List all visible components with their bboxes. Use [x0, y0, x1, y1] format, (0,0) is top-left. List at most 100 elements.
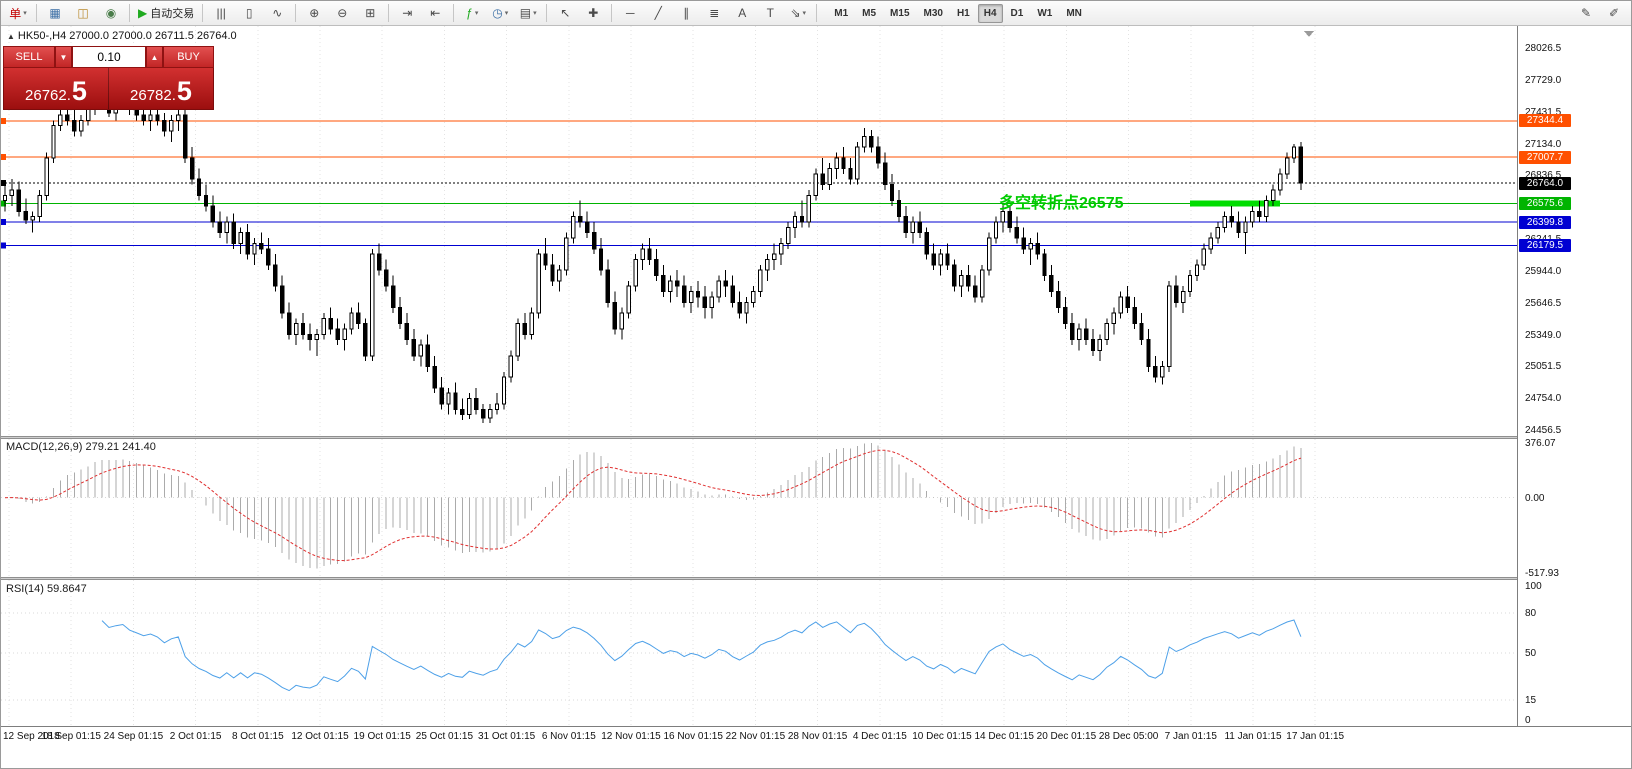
- autotrading-button[interactable]: ▶ 自动交易: [138, 6, 195, 20]
- buy-price-main: 26782.: [130, 87, 176, 104]
- candle-body: [751, 291, 756, 303]
- candle-body: [668, 280, 673, 293]
- candle-body: [1243, 221, 1248, 234]
- price-tick-label: 27729.0: [1525, 74, 1562, 86]
- candle-body: [383, 269, 389, 287]
- candle-body: [577, 216, 583, 223]
- candlestick-chart-icon[interactable]: ▯: [245, 6, 253, 20]
- time-axis[interactable]: 12 Sep 2018 18 Sep 01:15 24 Sep 01:15 2 Oct…: [1, 726, 1631, 746]
- time-tick-label: 12 Nov 01:15: [601, 731, 661, 742]
- tile-windows-icon[interactable]: ⊞: [365, 6, 376, 20]
- candle-body: [1000, 210, 1006, 223]
- rsi-panel-splitter[interactable]: [1, 577, 1517, 580]
- macd-panel-splitter[interactable]: [1, 436, 1517, 439]
- candle-body: [342, 328, 347, 341]
- chart-shift-icon[interactable]: ⇤: [430, 6, 441, 20]
- auto-scroll-icon[interactable]: ⇥: [402, 6, 413, 20]
- candle-body: [1042, 253, 1047, 277]
- text-icon[interactable]: A: [738, 6, 747, 20]
- buy-price[interactable]: 26782. 5: [109, 68, 213, 109]
- macd-canvas[interactable]: [1, 439, 1517, 577]
- price-tick-label: 25051.5: [1525, 361, 1562, 373]
- candle-body: [1097, 339, 1103, 351]
- price-level-badge: 26575.6: [1519, 196, 1571, 210]
- lot-decrease-button[interactable]: ▼: [55, 46, 72, 68]
- candle-body: [1298, 146, 1304, 184]
- zoom-in-icon[interactable]: ⊕: [309, 6, 320, 20]
- zoom-out-icon[interactable]: ⊖: [337, 6, 348, 20]
- candle-body: [522, 323, 527, 335]
- candle-body: [1076, 328, 1082, 341]
- main-chart-canvas[interactable]: [1, 26, 1517, 436]
- new-order-button[interactable]: 单 ▾: [9, 6, 27, 21]
- chart-shift-marker[interactable]: [1304, 31, 1314, 37]
- arrows-icon[interactable]: ⇘ ▾: [790, 6, 807, 20]
- candle-body: [917, 221, 922, 234]
- candle-body: [134, 109, 139, 116]
- sell-button[interactable]: SELL: [3, 46, 55, 68]
- candle-body: [758, 269, 763, 293]
- candle-body: [189, 157, 195, 180]
- trade-panel-row1: SELL ▼ ▲ BUY: [3, 46, 214, 68]
- market-watch-icon[interactable]: ▦: [49, 6, 61, 20]
- timeframe-mn[interactable]: MN: [1066, 7, 1082, 19]
- objects-list-icon[interactable]: ✐: [1608, 6, 1620, 20]
- candle-body: [1208, 237, 1214, 250]
- cursor-icon[interactable]: ↖: [560, 6, 571, 20]
- candle-body: [363, 323, 368, 357]
- toolbar-separator: [202, 4, 204, 22]
- macd-tick-label: 376.07: [1525, 438, 1556, 449]
- candle-body: [44, 157, 49, 196]
- timeframe-m1[interactable]: M1: [834, 7, 849, 19]
- timeframe-m30[interactable]: M30: [923, 7, 943, 19]
- templates-icon[interactable]: ▤ ▾: [519, 6, 537, 20]
- timeframe-h1[interactable]: H1: [956, 7, 970, 19]
- edit-objects-icon[interactable]: ✎: [1580, 6, 1592, 20]
- candle-body: [827, 168, 832, 186]
- candle-body: [286, 312, 292, 335]
- candle-body: [1125, 296, 1130, 309]
- candle-body: [1056, 291, 1061, 309]
- buy-button[interactable]: BUY: [163, 46, 214, 68]
- indicators-icon[interactable]: ƒ ▾: [466, 6, 479, 20]
- horizontal-line-icon[interactable]: ─: [625, 6, 635, 20]
- periods-icon[interactable]: ◷ ▾: [492, 6, 509, 20]
- candle-body: [1007, 210, 1013, 228]
- candle-body: [1139, 323, 1144, 341]
- sell-price[interactable]: 26762. 5: [4, 68, 109, 109]
- candle-body: [661, 275, 666, 293]
- timeframe-m5[interactable]: M5: [862, 7, 877, 19]
- candle-body: [536, 253, 541, 314]
- timeframe-d1[interactable]: D1: [1010, 7, 1024, 19]
- time-tick-label: 14 Dec 01:15: [974, 731, 1034, 742]
- candle-body: [841, 157, 846, 170]
- terminal-icon[interactable]: ◉: [105, 6, 117, 20]
- toolbar-groups: 单 ▾ ▦ ◫ ◉ ▶ 自动交易 ||| ▯ ∿ ⊕ ⊖ ⊞ ⇥ ⇤ ƒ ▾ ◷ ▾ ▤ ▾ ↖ ✚ ─ ╱ ∥ ≣ A T ⇘ ▾: [4, 2, 812, 24]
- lot-increase-button[interactable]: ▲: [146, 46, 163, 68]
- lot-size-input[interactable]: [72, 46, 146, 68]
- rsi-canvas[interactable]: [1, 580, 1517, 726]
- candle-body: [1070, 323, 1075, 341]
- navigator-icon[interactable]: ◫: [77, 6, 89, 20]
- bar-chart-icon[interactable]: |||: [216, 6, 226, 20]
- chart-annotation-text[interactable]: 多空转折点26575: [999, 195, 1124, 212]
- candle-body: [51, 125, 56, 159]
- candle-body: [307, 333, 313, 341]
- candle-body: [335, 328, 340, 341]
- timeframe-h4[interactable]: H4: [977, 3, 1003, 23]
- candle-body: [432, 365, 437, 389]
- crosshair-icon[interactable]: ✚: [588, 6, 599, 20]
- time-tick-label: 4 Dec 01:15: [852, 731, 907, 742]
- trendline-icon[interactable]: ╱: [654, 6, 662, 20]
- fibonacci-icon[interactable]: ≣: [709, 6, 720, 20]
- label-icon[interactable]: T: [766, 6, 774, 20]
- candle-body: [529, 312, 534, 335]
- candle-body: [792, 216, 798, 228]
- candle-body: [564, 237, 569, 271]
- line-chart-icon[interactable]: ∿: [272, 6, 283, 20]
- timeframe-w1[interactable]: W1: [1037, 7, 1053, 19]
- candle-body: [765, 258, 770, 271]
- timeframe-m15[interactable]: M15: [890, 7, 910, 19]
- channel-icon[interactable]: ∥: [683, 6, 690, 20]
- price-axis[interactable]: 28026.527729.027431.527134.026836.526539…: [1517, 26, 1631, 726]
